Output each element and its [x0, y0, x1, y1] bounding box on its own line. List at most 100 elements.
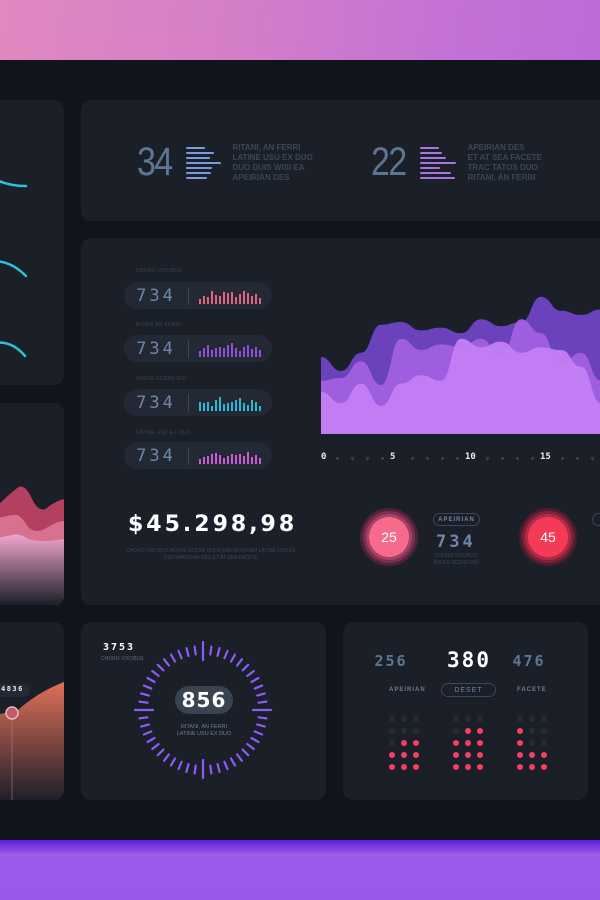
x-tick-dot — [411, 457, 414, 460]
x-tick-label: 5 — [390, 452, 396, 462]
pill-value: 734 — [136, 392, 176, 413]
x-tick-label: 15 — [540, 452, 551, 462]
pink-area-chart — [0, 486, 64, 605]
x-tick-dot — [381, 457, 384, 460]
dot-filled — [465, 740, 471, 746]
dot-empty — [529, 740, 535, 746]
dot-filled — [529, 764, 535, 770]
dot-filled — [465, 752, 471, 758]
dot-matrix-card: 256 380 476 APEIRIAN DESET FACETE — [343, 622, 588, 800]
dot-filled — [389, 752, 395, 758]
dot-stat-value: 256 — [374, 652, 408, 670]
metric-pill[interactable]: 734 — [124, 282, 272, 309]
deset-button[interactable]: DESET — [441, 683, 496, 697]
gauge-description: RITANI, AN FERRI LATINE USU EX DUO — [176, 724, 232, 737]
ring-tag[interactable]: APEIRIAN — [433, 513, 480, 526]
gauge-value: 856 — [175, 686, 233, 714]
dot-stat-column: 476 — [489, 652, 569, 670]
dot-empty — [529, 728, 535, 734]
stat-value: 34 — [137, 140, 173, 184]
x-tick-dot — [591, 457, 594, 460]
dot-filled — [517, 764, 523, 770]
ring-value: 25 — [381, 529, 397, 545]
dot-grid — [517, 716, 547, 770]
radial-gauge — [133, 640, 273, 780]
dot-filled — [413, 764, 419, 770]
dot-filled — [453, 752, 459, 758]
dot-empty — [389, 716, 395, 722]
ring-description: CHORO VOCIBUS ADOLE SCENS DUI — [433, 553, 479, 566]
top-gradient-band — [0, 0, 600, 60]
mini-bar-chart — [199, 395, 261, 411]
dot-filled — [401, 752, 407, 758]
mini-bar-chart — [199, 341, 261, 357]
area-series-front — [321, 338, 600, 434]
dot-empty — [517, 716, 523, 722]
dot-filled — [541, 764, 547, 770]
metric-pill[interactable]: 734 — [124, 335, 272, 362]
x-tick-dot — [351, 457, 354, 460]
cyan-line-chart — [0, 179, 28, 358]
balance-description: CHORO VOCIBUS ADOLE SCENS DUI RITANI AN … — [126, 548, 296, 561]
x-tick-dot — [531, 457, 534, 460]
metric-pill[interactable]: 734 — [124, 389, 272, 416]
stacked-area-chart[interactable] — [321, 284, 600, 444]
partial-line-card — [0, 100, 64, 385]
ring-tag[interactable] — [592, 513, 600, 526]
dot-filled — [477, 740, 483, 746]
dot-filled — [477, 728, 483, 734]
corner-value: 3753 — [103, 642, 136, 653]
dot-empty — [413, 728, 419, 734]
metric-pill[interactable]: 734 — [124, 442, 272, 469]
pill-label: ADOLE SCENS DUI — [136, 376, 187, 382]
pill-value: 734 — [136, 445, 176, 466]
dot-filled — [465, 728, 471, 734]
partial-orange-area-card: 4836 — [0, 622, 64, 800]
top-stats-card: 34 RITANI, AN FERRI LATINE USU EX DUO DU… — [81, 100, 600, 221]
ring-value: 45 — [540, 529, 556, 545]
dot-grid — [389, 716, 419, 770]
x-tick-dot — [366, 457, 369, 460]
dot-grid — [453, 716, 483, 770]
dot-filled — [401, 764, 407, 770]
dot-filled — [453, 764, 459, 770]
dot-empty — [453, 728, 459, 734]
dot-empty — [541, 740, 547, 746]
stat-lines-icon — [185, 146, 221, 179]
x-tick-label: 0 — [321, 452, 327, 462]
x-tick-dot — [441, 457, 444, 460]
pill-divider — [188, 339, 189, 358]
chart-marker[interactable] — [5, 706, 19, 720]
x-tick-dot — [426, 457, 429, 460]
dot-stat-label: FACETE — [517, 687, 547, 693]
dot-empty — [541, 728, 547, 734]
dot-stat-label: APEIRIAN — [389, 687, 426, 693]
pill-divider — [188, 393, 189, 412]
x-tick-dot — [486, 457, 489, 460]
tooltip-value: 4836 — [1, 685, 24, 693]
dot-filled — [517, 740, 523, 746]
ring-indicator[interactable]: 25 — [360, 508, 418, 566]
stat-description: RITANI, AN FERRI LATINE USU EX DUO DUO D… — [232, 142, 313, 182]
dot-empty — [389, 728, 395, 734]
dot-filled — [413, 740, 419, 746]
dot-filled — [517, 728, 523, 734]
dot-empty — [453, 716, 459, 722]
ring-indicator[interactable]: 45 — [519, 508, 577, 566]
x-tick-label: 10 — [465, 452, 476, 462]
orange-area-chart — [0, 682, 64, 800]
dot-filled — [477, 752, 483, 758]
dot-empty — [413, 716, 419, 722]
pill-divider — [188, 446, 189, 465]
pill-label: LATINE USU EX DUO — [136, 430, 191, 436]
x-tick-dot — [501, 457, 504, 460]
value-tooltip — [0, 684, 30, 697]
mini-bar-chart — [199, 448, 261, 464]
x-tick-dot — [336, 457, 339, 460]
dot-empty — [401, 716, 407, 722]
dot-empty — [529, 716, 535, 722]
pill-label: RITANI AN FERRI — [136, 322, 181, 328]
stat-value: 22 — [371, 140, 407, 184]
dot-filled — [413, 752, 419, 758]
dot-empty — [465, 716, 471, 722]
